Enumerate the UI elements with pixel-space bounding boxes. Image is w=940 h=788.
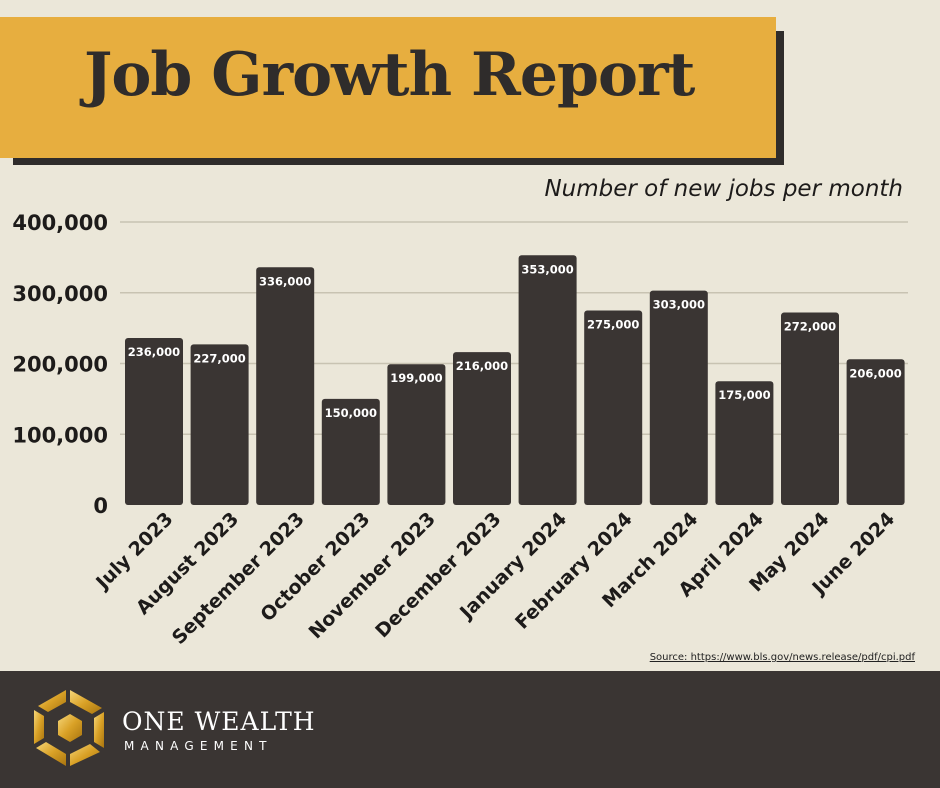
y-tick-label: 200,000 bbox=[12, 353, 108, 377]
y-tick-label: 400,000 bbox=[12, 211, 108, 235]
brand-subtitle: MANAGEMENT bbox=[124, 739, 273, 753]
y-tick-label: 0 bbox=[93, 494, 108, 518]
chart-subtitle: Number of new jobs per month bbox=[544, 176, 903, 202]
footer-band bbox=[0, 671, 940, 788]
bar bbox=[518, 255, 577, 505]
bar-data-label: 236,000 bbox=[128, 345, 180, 359]
y-tick-label: 100,000 bbox=[12, 423, 108, 447]
hexagon-swirl-logo-icon bbox=[34, 690, 104, 766]
bar-data-label: 303,000 bbox=[653, 298, 705, 312]
y-tick-label: 300,000 bbox=[12, 282, 108, 306]
bar-data-label: 336,000 bbox=[259, 274, 311, 288]
bar bbox=[649, 290, 708, 505]
x-tick-label: February 2024 bbox=[511, 508, 637, 634]
bar-chart: 0100,000200,000300,000400,000236,000July… bbox=[12, 211, 908, 649]
bar bbox=[387, 364, 446, 505]
x-tick-label: December 2023 bbox=[371, 508, 505, 642]
bar-data-label: 150,000 bbox=[325, 406, 377, 420]
bar bbox=[256, 267, 315, 505]
bar-data-label: 216,000 bbox=[456, 359, 508, 373]
bar bbox=[781, 312, 839, 505]
bar bbox=[453, 352, 511, 505]
bar bbox=[125, 338, 183, 505]
title-banner bbox=[0, 17, 776, 158]
bar bbox=[846, 359, 905, 505]
bar-data-label: 175,000 bbox=[718, 388, 770, 402]
bar bbox=[584, 310, 643, 505]
bar-data-label: 199,000 bbox=[390, 371, 442, 385]
bar bbox=[715, 381, 774, 505]
brand-name: ONE WEALTH bbox=[122, 707, 316, 736]
bar bbox=[190, 344, 249, 505]
page-title: Job Growth Report bbox=[84, 40, 695, 110]
source-link[interactable]: Source: https://www.bls.gov/news.release… bbox=[649, 652, 915, 663]
bar-data-label: 206,000 bbox=[849, 366, 901, 380]
bar-data-label: 353,000 bbox=[521, 262, 573, 276]
bar-data-label: 275,000 bbox=[587, 317, 639, 331]
bar-data-label: 272,000 bbox=[784, 320, 836, 334]
x-tick-label: November 2023 bbox=[305, 508, 440, 643]
bar-data-label: 227,000 bbox=[193, 351, 245, 365]
bar bbox=[321, 398, 380, 505]
x-tick-label: October 2023 bbox=[256, 508, 374, 626]
